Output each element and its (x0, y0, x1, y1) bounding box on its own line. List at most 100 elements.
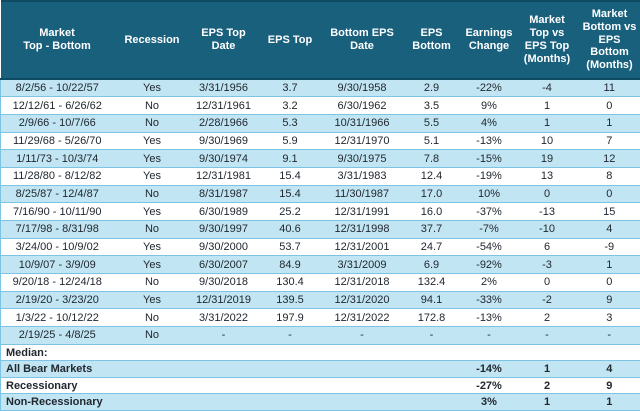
table-cell: 2.9 (401, 79, 463, 97)
median-section-row: Median: (1, 344, 640, 361)
table-cell: 0 (579, 97, 640, 115)
summary-value: -14% (463, 361, 516, 378)
table-cell: -33% (463, 291, 516, 309)
table-cell: 16.0 (401, 203, 463, 221)
table-cell: 6.9 (401, 256, 463, 274)
table-cell: 0 (579, 185, 640, 203)
table-cell: 9% (463, 97, 516, 115)
table-cell: 3/24/00 - 10/9/02 (1, 238, 114, 256)
table-cell: No (114, 274, 191, 292)
table-cell: 37.7 (401, 221, 463, 239)
table-cell: 12/31/2022 (324, 309, 401, 327)
table-cell: 9/30/2000 (191, 238, 257, 256)
table-cell: Yes (114, 79, 191, 97)
table-cell: 94.1 (401, 291, 463, 309)
table-cell: -15% (463, 150, 516, 168)
table-cell: Yes (114, 132, 191, 150)
table-cell: 3/31/2009 (324, 256, 401, 274)
table-cell: 7 (579, 132, 640, 150)
table-cell: 12/31/1970 (324, 132, 401, 150)
summary-label: Recessionary (1, 377, 463, 394)
table-cell: 3.7 (257, 79, 324, 97)
header-row: Market Top - Bottom Recession EPS Top Da… (1, 1, 640, 79)
table-cell: 7.8 (401, 150, 463, 168)
table-cell: 172.8 (401, 309, 463, 327)
table-cell: 12/31/2020 (324, 291, 401, 309)
summary-value: 3% (463, 394, 516, 411)
table-cell: 9/20/18 - 12/24/18 (1, 274, 114, 292)
header-cell-market-top-vs-eps-top: Market Top vs EPS Top (Months) (516, 1, 579, 79)
table-cell: 12/31/2001 (324, 238, 401, 256)
table-cell: Yes (114, 167, 191, 185)
table-cell: 1 (516, 97, 579, 115)
header-cell-eps-bottom: EPS Bottom (401, 1, 463, 79)
table-cell: 12/31/1981 (191, 167, 257, 185)
summary-value: 1 (516, 361, 579, 378)
table-cell: 10/31/1966 (324, 114, 401, 132)
table-cell: 1 (579, 256, 640, 274)
table-cell: 1/3/22 - 10/12/22 (1, 309, 114, 327)
header-cell-eps-top-date: EPS Top Date (191, 1, 257, 79)
table-cell: 197.9 (257, 309, 324, 327)
summary-label: All Bear Markets (1, 361, 463, 378)
table-cell: 0 (579, 274, 640, 292)
table-cell: -54% (463, 238, 516, 256)
table-cell: 3/31/1983 (324, 167, 401, 185)
table-cell: 6/30/2007 (191, 256, 257, 274)
table-cell: 2/9/66 - 10/7/66 (1, 114, 114, 132)
table-cell: 2/19/20 - 3/23/20 (1, 291, 114, 309)
table-cell: 6/30/1989 (191, 203, 257, 221)
table-cell: No (114, 185, 191, 203)
table-cell: 11 (579, 79, 640, 97)
table-cell: 2/19/25 - 4/8/25 (1, 327, 114, 345)
table-cell: -2 (516, 291, 579, 309)
table-header: Market Top - Bottom Recession EPS Top Da… (1, 1, 640, 79)
table-cell: 1 (579, 114, 640, 132)
table-cell: 5.5 (401, 114, 463, 132)
table-cell: 3 (579, 309, 640, 327)
table-cell: Yes (114, 256, 191, 274)
table-cell: 10% (463, 185, 516, 203)
table-cell: 6/30/1962 (324, 97, 401, 115)
table-cell: 7/17/98 - 8/31/98 (1, 221, 114, 239)
table-cell: No (114, 221, 191, 239)
header-cell-market-top-bottom: Market Top - Bottom (1, 1, 114, 79)
table-cell: 12/31/2018 (324, 274, 401, 292)
table-cell: 132.4 (401, 274, 463, 292)
table-cell: 12 (579, 150, 640, 168)
table-cell: -13 (516, 203, 579, 221)
table-cell: 12/31/1961 (191, 97, 257, 115)
header-cell-bottom-eps-date: Bottom EPS Date (324, 1, 401, 79)
table-cell: 9/30/1958 (324, 79, 401, 97)
median-section-label: Median: (1, 344, 640, 361)
table-cell: - (324, 327, 401, 345)
table-cell: -10 (516, 221, 579, 239)
table-cell: 2/28/1966 (191, 114, 257, 132)
header-cell-earnings-change: Earnings Change (463, 1, 516, 79)
table-cell: -7% (463, 221, 516, 239)
table-cell: -4 (516, 79, 579, 97)
table-cell: 13 (516, 167, 579, 185)
summary-value: 2 (516, 377, 579, 394)
table-cell: -92% (463, 256, 516, 274)
table-cell: 9 (579, 291, 640, 309)
table-cell: 3/31/2022 (191, 309, 257, 327)
table-cell: 9/30/1974 (191, 150, 257, 168)
table-cell: 11/29/68 - 5/26/70 (1, 132, 114, 150)
table-cell: - (257, 327, 324, 345)
table-cell: 12/31/1991 (324, 203, 401, 221)
